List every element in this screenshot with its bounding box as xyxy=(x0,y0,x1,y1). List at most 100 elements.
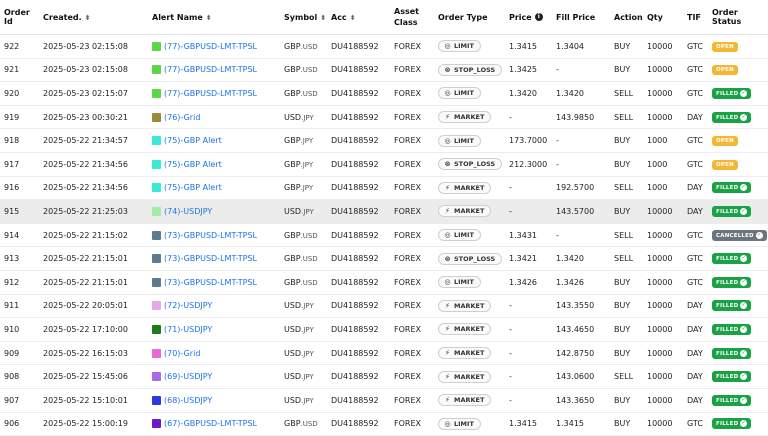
col-qty[interactable]: Qty xyxy=(643,0,683,35)
lightning-icon: ⚡ xyxy=(445,113,450,122)
created-cell: 2025-05-22 21:34:57 xyxy=(39,128,148,153)
price-cell: - xyxy=(505,199,552,224)
alert-name-link[interactable]: (77)-GBPUSD-LMT-TPSL xyxy=(164,65,258,75)
alert-name-link[interactable]: (76)-Grid xyxy=(164,112,201,122)
alert-name-cell[interactable]: (70)-Grid xyxy=(148,341,280,366)
price-cell: 1.3415 xyxy=(505,412,552,436)
acc-cell: DU4188592 xyxy=(327,81,390,106)
alert-name-cell[interactable]: (75)-GBP Alert xyxy=(148,152,280,177)
sort-icon[interactable]: ⬍ xyxy=(320,13,327,22)
alert-name-link[interactable]: (77)-GBPUSD-LMT-TPSL xyxy=(164,88,258,98)
col-alert-name[interactable]: Alert Name ⬍ xyxy=(148,0,280,35)
table-row[interactable]: 921 2025-05-23 02:15:08 (77)-GBPUSD-LMT-TP… xyxy=(0,58,768,83)
order-type-badge: ◎ LIMIT xyxy=(438,134,481,147)
alert-name-cell[interactable]: (77)-GBPUSD-LMT-TPSL xyxy=(148,34,280,59)
alert-name-link[interactable]: (75)-GBP Alert xyxy=(164,183,222,193)
order-id-cell: 909 xyxy=(0,341,39,366)
col-acc[interactable]: Acc ⬍ xyxy=(327,0,390,35)
qty-cell: 10000 xyxy=(643,341,683,366)
action-cell: SELL xyxy=(610,105,643,130)
table-row[interactable]: 919 2025-05-23 00:30:21 (76)-Grid USD.JPY DU… xyxy=(0,105,768,130)
order-type-badge: ◎ LIMIT xyxy=(438,229,481,242)
table-row[interactable]: 922 2025-05-23 02:15:08 (77)-GBPUSD-LMT-TP… xyxy=(0,34,768,59)
sort-icon[interactable]: ⬍ xyxy=(205,13,212,22)
col-created[interactable]: Created. ⬍ xyxy=(39,0,148,35)
tif-cell: DAY xyxy=(683,341,708,366)
table-row[interactable]: 914 2025-05-22 21:15:02 (73)-GBPUSD-LMT-TP… xyxy=(0,223,768,248)
alert-name-cell[interactable]: (71)-USDJPY xyxy=(148,317,280,342)
table-row[interactable]: 915 2025-05-22 21:25:03 (74)-USDJPY USD.JPY… xyxy=(0,199,768,224)
alert-name-cell[interactable]: (75)-GBP Alert xyxy=(148,176,280,201)
alert-name-link[interactable]: (68)-USDJPY xyxy=(164,395,213,405)
alert-name-cell[interactable]: (73)-GBPUSD-LMT-TPSL xyxy=(148,270,280,295)
alert-name-link[interactable]: (75)-GBP Alert xyxy=(164,136,222,146)
col-asset-class[interactable]: Asset Class xyxy=(390,0,434,35)
table-row[interactable]: 908 2025-05-22 15:45:06 (69)-USDJPY USD.JPY… xyxy=(0,364,768,389)
alert-name-link[interactable]: (74)-USDJPY xyxy=(164,206,213,216)
fill-price-cell: 1.3420 xyxy=(552,81,610,106)
alert-name-link[interactable]: (72)-USDJPY xyxy=(164,301,213,311)
alert-color-swatch xyxy=(152,301,161,311)
col-tif[interactable]: TIF xyxy=(683,0,708,35)
created-cell: 2025-05-23 00:30:21 xyxy=(39,105,148,130)
alert-name-link[interactable]: (73)-GBPUSD-LMT-TPSL xyxy=(164,254,258,264)
table-row[interactable]: 916 2025-05-22 21:34:56 (75)-GBP Alert GBP.… xyxy=(0,176,768,201)
col-order-status[interactable]: Order Status xyxy=(708,0,768,35)
sort-icon[interactable]: ⬍ xyxy=(84,13,91,22)
acc-cell: DU4188592 xyxy=(327,270,390,295)
table-row[interactable]: 906 2025-05-22 15:00:19 (67)-GBPUSD-LMT-TP… xyxy=(0,412,768,436)
sort-icon[interactable]: ⬍ xyxy=(349,13,356,22)
alert-name-cell[interactable]: (73)-GBPUSD-LMT-TPSL xyxy=(148,223,280,248)
table-row[interactable]: 910 2025-05-22 17:10:00 (71)-USDJPY USD.JPY… xyxy=(0,317,768,342)
header-row: Order Id Created. ⬍ Alert Name ⬍ Symbol ⬍ A… xyxy=(0,0,768,35)
alert-name-cell[interactable]: (75)-GBP Alert xyxy=(148,128,280,153)
created-cell: 2025-05-22 21:34:56 xyxy=(39,176,148,201)
lightning-icon: ⚡ xyxy=(445,207,450,216)
alert-name-cell[interactable]: (76)-Grid xyxy=(148,105,280,130)
col-order-type[interactable]: Order Type xyxy=(434,0,505,35)
alert-name-link[interactable]: (75)-GBP Alert xyxy=(164,159,222,169)
action-cell: SELL xyxy=(610,176,643,201)
table-row[interactable]: 907 2025-05-22 15:10:01 (68)-USDJPY USD.JPY… xyxy=(0,388,768,413)
alert-name-link[interactable]: (69)-USDJPY xyxy=(164,372,213,382)
alert-name-link[interactable]: (73)-GBPUSD-LMT-TPSL xyxy=(164,277,258,287)
qty-cell: 10000 xyxy=(643,294,683,319)
col-order-id[interactable]: Order Id xyxy=(0,0,39,35)
table-row[interactable]: 917 2025-05-22 21:34:56 (75)-GBP Alert GBP.… xyxy=(0,152,768,177)
alert-name-cell[interactable]: (77)-GBPUSD-LMT-TPSL xyxy=(148,81,280,106)
order-id-cell: 921 xyxy=(0,58,39,83)
fill-price-cell: 143.5700 xyxy=(552,199,610,224)
alert-name-cell[interactable]: (69)-USDJPY xyxy=(148,364,280,389)
alert-name-link[interactable]: (71)-USDJPY xyxy=(164,324,213,334)
table-row[interactable]: 913 2025-05-22 21:15:01 (73)-GBPUSD-LMT-TP… xyxy=(0,246,768,271)
col-price[interactable]: Price i xyxy=(505,0,552,35)
col-symbol[interactable]: Symbol ⬍ xyxy=(280,0,327,35)
created-cell: 2025-05-22 21:15:01 xyxy=(39,246,148,271)
symbol-cell: USD.JPY xyxy=(280,199,327,224)
info-icon[interactable]: i xyxy=(534,13,543,21)
alert-name-cell[interactable]: (73)-GBPUSD-LMT-TPSL xyxy=(148,246,280,271)
col-fill-price[interactable]: Fill Price xyxy=(552,0,610,35)
alert-name-link[interactable]: (70)-Grid xyxy=(164,348,201,358)
alert-name-cell[interactable]: (72)-USDJPY xyxy=(148,294,280,319)
tif-cell: GTC xyxy=(683,58,708,83)
alert-name-cell[interactable]: (77)-GBPUSD-LMT-TPSL xyxy=(148,58,280,83)
alert-name-cell[interactable]: (68)-USDJPY xyxy=(148,388,280,413)
alert-name-link[interactable]: (67)-GBPUSD-LMT-TPSL xyxy=(164,419,258,429)
limit-icon: ◎ xyxy=(444,231,451,240)
table-row[interactable]: 909 2025-05-22 16:15:03 (70)-Grid USD.JPY DU… xyxy=(0,341,768,366)
fill-price-cell: 1.3426 xyxy=(552,270,610,295)
table-row[interactable]: 911 2025-05-22 20:05:01 (72)-USDJPY USD.JPY… xyxy=(0,294,768,319)
order-type-badge: ⚡ MARKET xyxy=(438,205,492,218)
col-action[interactable]: Action xyxy=(610,0,643,35)
table-row[interactable]: 912 2025-05-22 21:15:01 (73)-GBPUSD-LMT-TP… xyxy=(0,270,768,295)
table-row[interactable]: 918 2025-05-22 21:34:57 (75)-GBP Alert GBP.… xyxy=(0,128,768,153)
alert-name-link[interactable]: (77)-GBPUSD-LMT-TPSL xyxy=(164,41,258,51)
table-row[interactable]: 920 2025-05-23 02:15:07 (77)-GBPUSD-LMT-TP… xyxy=(0,81,768,106)
alert-color-swatch xyxy=(152,112,161,122)
alert-name-link[interactable]: (73)-GBPUSD-LMT-TPSL xyxy=(164,230,258,240)
order-id-cell: 908 xyxy=(0,364,39,389)
order-id-cell: 919 xyxy=(0,105,39,130)
alert-name-cell[interactable]: (67)-GBPUSD-LMT-TPSL xyxy=(148,412,280,436)
alert-name-cell[interactable]: (74)-USDJPY xyxy=(148,199,280,224)
